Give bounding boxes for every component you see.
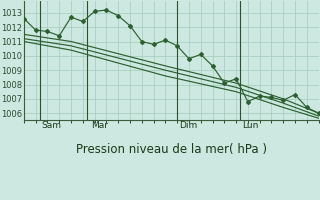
- Text: Pression niveau de la mer( hPa ): Pression niveau de la mer( hPa ): [76, 143, 267, 156]
- Text: Sam: Sam: [42, 121, 61, 130]
- Text: Mar: Mar: [91, 121, 108, 130]
- Text: Lun: Lun: [242, 121, 258, 130]
- Text: Dim: Dim: [179, 121, 197, 130]
